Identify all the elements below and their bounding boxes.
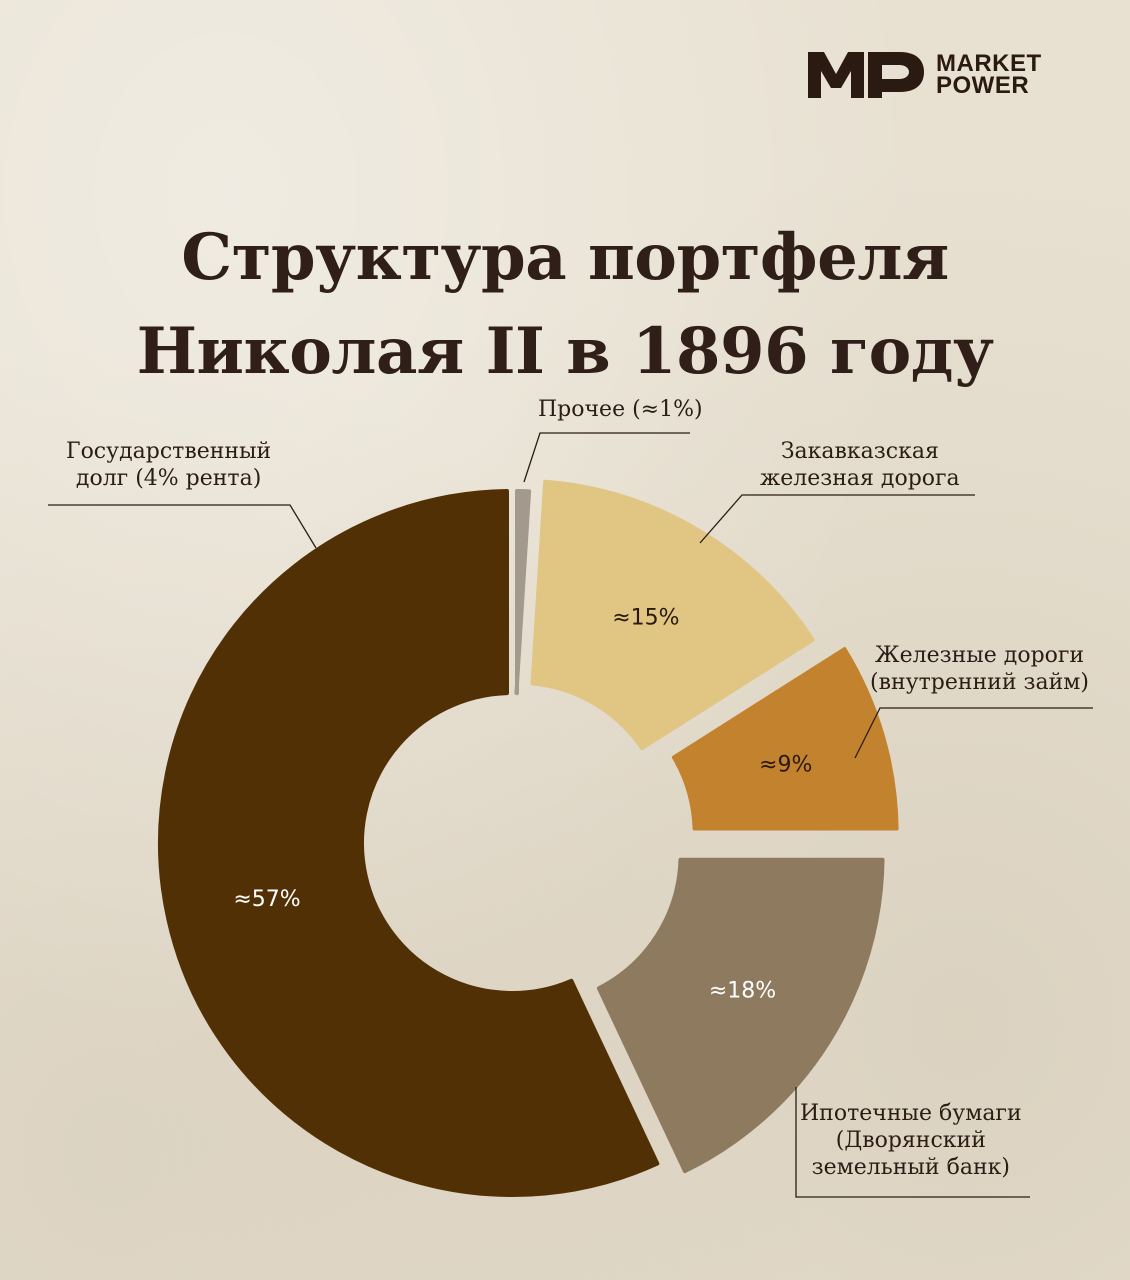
value-label-gov-debt: ≈57%	[233, 887, 300, 912]
label-railways-internal: Железные дороги (внутренний займ)	[870, 642, 1089, 696]
logo-line-power: POWER	[936, 72, 1030, 99]
value-label-railways-internal: ≈9%	[759, 753, 812, 778]
label-transcaucasian-line-2: железная дорога	[760, 466, 960, 491]
slice-railways-internal	[671, 647, 899, 831]
label-mortgage: Ипотечные бумаги (Дворянский земельный б…	[800, 1100, 1022, 1181]
leader-line-gov-debt	[48, 504, 317, 549]
market-power-logo: MARKET POWER	[808, 52, 1042, 98]
slice-gov-debt	[158, 489, 660, 1197]
logo-wordmark: MARKET POWER	[936, 50, 1042, 99]
label-gov-debt-line-1: Государственный	[66, 439, 272, 464]
title-line-1: Структура портфеля	[181, 219, 949, 295]
title-line-2: Николая II в 1896 году	[136, 313, 994, 389]
leader-line-railways	[854, 707, 1093, 759]
label-mortgage-line-3: земельный банк)	[811, 1155, 1010, 1180]
label-mortgage-line-1: Ипотечные бумаги	[800, 1101, 1022, 1126]
slice-other	[514, 489, 532, 696]
label-other: Прочее (≈1%)	[538, 396, 703, 423]
label-other-line-1: Прочее (≈1%)	[538, 397, 703, 422]
label-railways-line-2: (внутренний займ)	[870, 670, 1089, 695]
label-gov-debt-line-2: долг (4% рента)	[75, 466, 262, 491]
value-label-mortgage: ≈18%	[709, 978, 776, 1003]
leader-line-mortgage	[795, 1087, 1030, 1198]
label-railways-line-1: Железные дороги	[874, 643, 1085, 668]
logo-line-market: MARKET	[936, 50, 1042, 77]
leader-line-other	[523, 432, 690, 483]
value-label-transcaucasian: ≈15%	[612, 606, 679, 631]
label-transcaucasian: Закавказская железная дорога	[760, 438, 960, 492]
page-title: Структура портфеля Николая II в 1896 год…	[0, 211, 1130, 399]
mp-logo-icon	[808, 52, 924, 98]
leader-line-transcaucasian	[699, 494, 975, 544]
label-gov-debt: Государственный долг (4% рента)	[66, 438, 271, 492]
slice-mortgage	[596, 857, 885, 1174]
label-mortgage-line-2: (Дворянский	[835, 1128, 986, 1153]
slice-transcaucasian	[530, 479, 815, 751]
label-transcaucasian-line-1: Закавказская	[780, 439, 939, 464]
